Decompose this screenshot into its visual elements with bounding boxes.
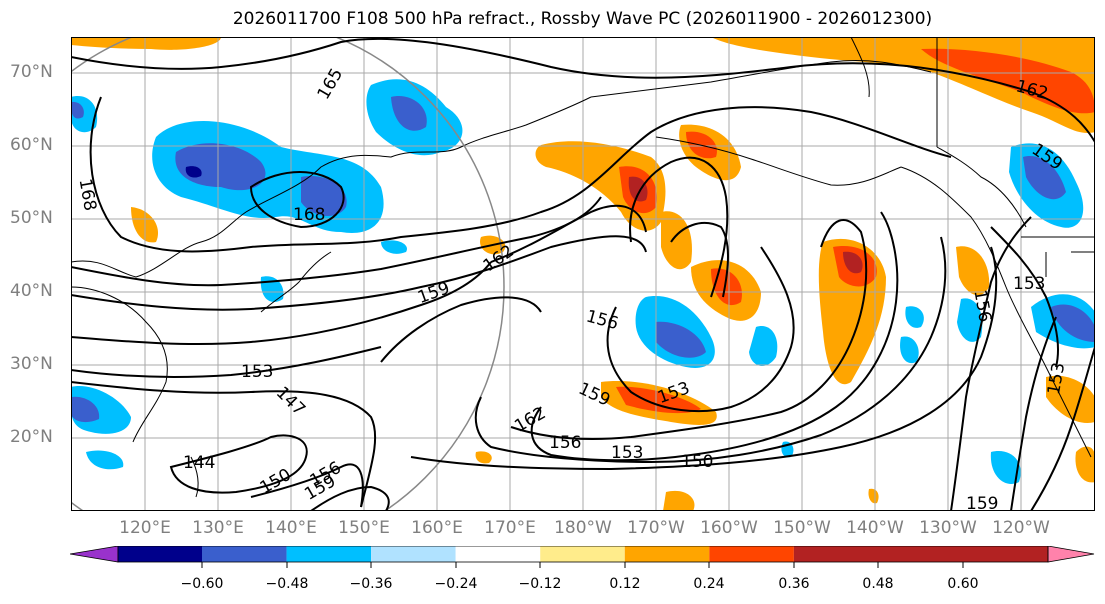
negative-anomaly-region <box>749 326 778 367</box>
lon-label: 170°E <box>484 518 536 538</box>
contour-label: 159 <box>966 494 998 511</box>
colorbar-tick-label: −0.48 <box>265 576 309 592</box>
contour-label: 144 <box>183 453 215 473</box>
negative-anomaly-region <box>185 166 202 178</box>
colorbar-tick-label: 0.12 <box>609 576 641 592</box>
lon-label: 180°W <box>554 518 612 538</box>
colorbar-tick-label: −0.36 <box>349 576 393 592</box>
lon-label: 140°W <box>846 518 904 538</box>
positive-anomaly-region <box>711 268 742 306</box>
negative-anomaly-region <box>71 101 84 119</box>
colorbar-tick-label: −0.12 <box>518 576 562 592</box>
colorbar-segment <box>540 546 625 562</box>
lon-label: 140°E <box>265 518 317 538</box>
lon-label: 160°E <box>411 518 463 538</box>
lat-label-40n: 40°N <box>10 281 53 301</box>
negative-anomaly-region <box>905 306 924 328</box>
lon-label: 150°E <box>338 518 390 538</box>
negative-anomaly-region <box>175 143 266 191</box>
gridlines <box>71 37 1095 511</box>
contour-label: 150 <box>681 452 713 472</box>
contour-label: 168 <box>293 205 325 225</box>
colorbar-extend-low <box>70 546 119 563</box>
negative-anomaly-region <box>301 176 347 217</box>
negative-anomaly-region <box>957 298 983 342</box>
shading-layer <box>71 37 1095 511</box>
negative-anomaly-region <box>391 96 427 131</box>
coastlines <box>71 37 1095 498</box>
positive-anomaly-region <box>956 246 990 296</box>
colorbar-tick-label: −0.24 <box>434 576 478 592</box>
lon-label: 150°W <box>773 518 831 538</box>
lon-label: 160°W <box>700 518 758 538</box>
positive-anomaly-region <box>661 211 692 270</box>
colorbar-segment <box>455 546 541 562</box>
colorbar-outline <box>117 546 1049 563</box>
colorbar-tick-label: 0.48 <box>862 576 894 592</box>
contour-label: 153 <box>241 362 273 382</box>
map-panel: 165 168 168 162 159 156 153 147 144 150 … <box>71 37 1095 511</box>
height-contours <box>71 37 1095 511</box>
negative-anomaly-region <box>656 321 706 358</box>
colorbar <box>70 546 1095 568</box>
colorbar-segment <box>202 546 287 562</box>
lat-label-50n: 50°N <box>10 208 53 228</box>
positive-anomaly-region <box>628 176 648 202</box>
positive-anomaly-region <box>475 451 492 464</box>
colorbar-tick-label: 0.24 <box>693 576 725 592</box>
colorbar-segment <box>286 546 372 562</box>
positive-anomaly-region <box>868 488 879 504</box>
colorbar-tick-label: −0.60 <box>180 576 224 592</box>
contour-label: 153 <box>611 443 643 463</box>
negative-anomaly-region <box>900 336 919 364</box>
lon-label: 130°W <box>919 518 977 538</box>
contour-label: 156 <box>549 433 581 453</box>
positive-anomaly-region <box>663 490 695 511</box>
lat-label-60n: 60°N <box>10 135 53 155</box>
lat-label-20n: 20°N <box>10 427 53 447</box>
lat-label-70n: 70°N <box>10 62 53 82</box>
lon-label: 120°W <box>992 518 1050 538</box>
contour-label: 153 <box>1013 274 1045 294</box>
negative-anomaly-region <box>86 450 124 470</box>
negative-anomaly-region <box>381 240 407 254</box>
colorbar-segment <box>371 546 456 562</box>
colorbar-extend-high <box>1047 546 1095 563</box>
lon-label: 120°E <box>119 518 171 538</box>
negative-anomaly-region <box>71 396 100 423</box>
colorbar-tick-marks <box>201 562 964 568</box>
colorbar-segment <box>793 546 1048 562</box>
lon-label: 170°W <box>627 518 685 538</box>
negative-anomaly-region <box>1051 304 1095 342</box>
colorbar-segment <box>624 546 710 562</box>
positive-anomaly-region <box>921 48 1095 114</box>
positive-anomaly-region <box>71 37 221 50</box>
lat-label-30n: 30°N <box>10 354 53 374</box>
projection-circle <box>71 37 505 511</box>
colorbar-segment <box>118 546 202 562</box>
positive-anomaly-region <box>616 386 701 414</box>
colorbar-segments <box>70 546 1095 563</box>
colorbar-tick-label: 0.36 <box>778 576 810 592</box>
colorbar-tick-label: 0.60 <box>947 576 979 592</box>
map-frame <box>71 37 1095 511</box>
positive-anomaly-region <box>843 251 863 274</box>
lon-label: 130°E <box>192 518 244 538</box>
negative-anomaly-region <box>1023 156 1066 200</box>
map-title: 2026011700 F108 500 hPa refract., Rossby… <box>232 9 933 29</box>
colorbar-segment <box>709 546 794 562</box>
negative-anomaly-region <box>990 451 1021 484</box>
